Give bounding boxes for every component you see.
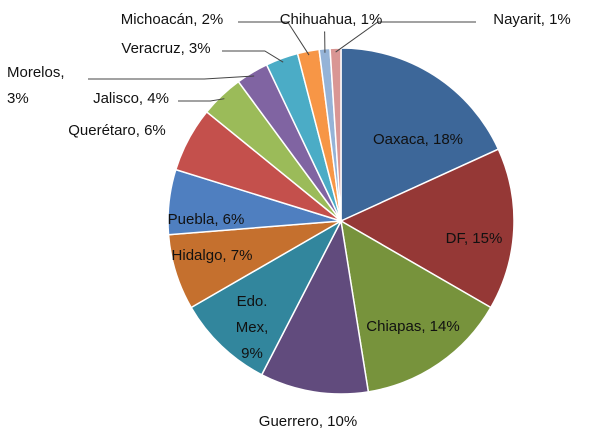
data-label: Edo. Mex, 9% xyxy=(236,293,269,362)
pie-slice xyxy=(190,219,343,376)
leader-line xyxy=(324,31,326,53)
data-label: Guerrero, 10% xyxy=(259,413,357,430)
data-label: Morelos, 3% xyxy=(7,64,65,107)
data-label: Puebla, 6% xyxy=(168,211,245,228)
pie-slice xyxy=(340,47,500,223)
data-label: Oaxaca, 18% xyxy=(373,131,463,148)
data-label: Michoacán, 2% xyxy=(121,11,224,28)
data-label: Nayarit, 1% xyxy=(493,11,571,28)
data-label: Jalisco, 4% xyxy=(93,90,169,107)
leader-line xyxy=(238,21,310,56)
data-label: Veracruz, 3% xyxy=(121,40,210,57)
data-label: Chiapas, 14% xyxy=(366,318,459,335)
leader-line xyxy=(222,50,284,63)
pie-slice xyxy=(260,218,370,395)
data-label: DF, 15% xyxy=(446,230,503,247)
pie-slice xyxy=(340,219,492,393)
leader-line xyxy=(335,21,476,53)
data-label: Querétaro, 6% xyxy=(68,122,166,139)
pie-slice xyxy=(339,148,515,309)
data-label: Hidalgo, 7% xyxy=(172,247,253,264)
leader-line xyxy=(88,75,255,80)
leader-line xyxy=(178,98,225,102)
data-label: Chihuahua, 1% xyxy=(280,11,383,28)
